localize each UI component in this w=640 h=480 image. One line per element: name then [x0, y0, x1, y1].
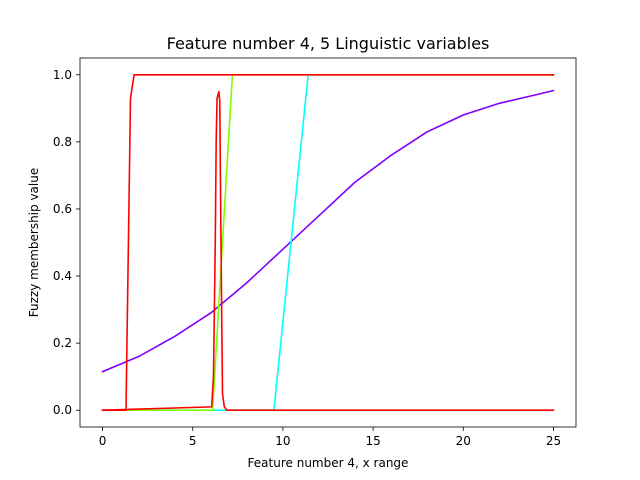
y-tick-label: 1.0	[53, 68, 72, 82]
y-tick-label: 0.2	[53, 336, 72, 350]
series-line-5	[101, 73, 555, 412]
x-tick-label: 10	[275, 434, 290, 448]
x-tick-label: 20	[456, 434, 471, 448]
y-axis-ticks: 0.0 0.2 0.4 0.6 0.8 1.0	[53, 68, 80, 417]
chart-title: Feature number 4, 5 Linguistic variables	[167, 34, 490, 53]
plot-area	[80, 58, 576, 427]
y-tick-label: 0.0	[53, 403, 72, 417]
x-tick-label: 15	[365, 434, 380, 448]
series-line-1	[101, 89, 555, 373]
y-axis-label: Fuzzy membership value	[27, 168, 41, 317]
series-line-4	[101, 90, 555, 412]
y-tick-label: 0.6	[53, 202, 72, 216]
y-tick-label: 0.8	[53, 135, 72, 149]
x-tick-label: 5	[189, 434, 197, 448]
x-axis-label: Feature number 4, x range	[248, 456, 409, 470]
x-axis-ticks: 0 5 10 15 20 25	[99, 427, 561, 448]
plot-frame	[79, 57, 577, 428]
series-layer	[101, 73, 555, 412]
x-tick-label: 25	[546, 434, 561, 448]
y-tick-label: 0.4	[53, 269, 72, 283]
x-tick-label: 0	[99, 434, 107, 448]
